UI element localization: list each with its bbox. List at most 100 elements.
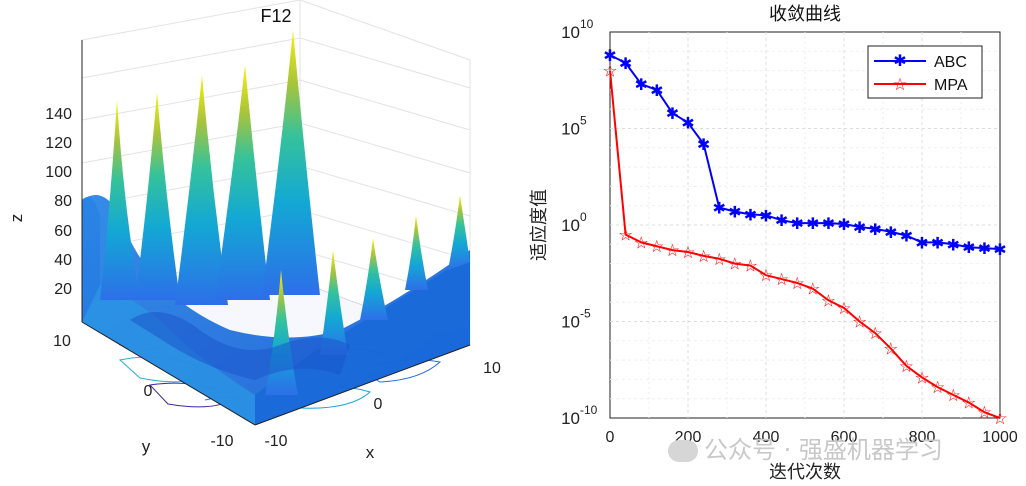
peak-10 [448, 195, 470, 270]
z-axis-label: z [7, 214, 26, 223]
data-point-abc: ✱ [946, 237, 959, 254]
x-tick-label: 600 [831, 429, 858, 446]
legend-marker-mpa: ☆ [892, 75, 907, 94]
data-point-abc: ✱ [634, 77, 647, 94]
data-point-abc: ✱ [619, 56, 632, 73]
data-point-abc: ✱ [666, 106, 679, 123]
y-tick-label: 10 [561, 216, 580, 235]
data-point-abc: ✱ [884, 225, 897, 242]
z-tick-label: 60 [54, 223, 72, 240]
data-point-abc: ✱ [931, 235, 944, 252]
surface-plot: F12 [7, 0, 501, 462]
data-point-mpa: ☆ [836, 299, 851, 318]
peak-8 [360, 238, 388, 320]
data-point-mpa: ☆ [618, 226, 633, 245]
data-point-abc: ✱ [744, 207, 757, 224]
peak-2 [135, 92, 180, 300]
peak-7 [320, 250, 348, 355]
data-point-mpa: ☆ [930, 378, 945, 397]
data-point-mpa: ☆ [899, 357, 914, 376]
data-point-abc: ✱ [775, 213, 788, 230]
data-point-abc: ✱ [900, 229, 913, 246]
y-tick-exponent: 0 [580, 210, 587, 224]
z-tick-label: 100 [45, 164, 72, 181]
peak-1 [100, 100, 140, 300]
x-ticks: 0 200 400 600 800 1000 [606, 429, 1018, 446]
wechat-icon [668, 440, 698, 462]
data-point-mpa: ☆ [914, 368, 929, 387]
z-axis: 20 40 60 80 100 120 140 z [7, 40, 83, 322]
x-tick-label: 10 [483, 360, 501, 377]
data-point-abc: ✱ [728, 204, 741, 221]
y-tick-label: 10 [561, 120, 580, 139]
data-point-mpa: ☆ [634, 233, 649, 252]
x-tick-label: -10 [264, 433, 287, 450]
y-tick-label: 0 [144, 383, 153, 400]
data-point-abc: ✱ [993, 242, 1006, 259]
data-point-mpa: ☆ [743, 257, 758, 276]
series-layer: ✱ ✱✱ ✱✱✱✱✱ ✱ ✱ ✱ ✱ ✱ ✱ ✱ ✱ ✱ ✱ ✱ ✱ ✱ ✱ ✱ ✱ ✱ ✱☆☆ ☆ ☆ ☆ ☆ ☆ ☆ ☆ ☆☆ ☆ ☆ ☆… [602, 48, 1007, 428]
y-tick-label: 10 [561, 23, 580, 42]
data-point-mpa: ☆ [821, 291, 836, 310]
data-point-mpa: ☆ [727, 255, 742, 274]
y-axis: 10 0 -10 y [53, 321, 256, 456]
line-title: 收敛曲线 [769, 4, 841, 25]
z-tick-label: 40 [54, 252, 72, 269]
data-point-mpa: ☆ [696, 247, 711, 266]
data-point-abc: ✱ [915, 235, 928, 252]
y-tick-exponent: -10 [580, 403, 598, 417]
x-axis-label: x [366, 443, 375, 462]
data-point-abc: ✱ [650, 83, 663, 100]
data-point-mpa: ☆ [649, 237, 664, 256]
y-tick-exponent: 5 [580, 114, 587, 128]
data-point-mpa: ☆ [977, 403, 992, 422]
data-point-mpa: ☆ [852, 313, 867, 332]
data-point-abc: ✱ [712, 201, 725, 218]
data-point-abc: ✱ [697, 137, 710, 154]
data-point-abc: ✱ [759, 208, 772, 225]
data-point-mpa: ☆ [758, 266, 773, 285]
data-point-abc: ✱ [681, 116, 694, 133]
line-x-axis-label: 迭代次数 [769, 462, 841, 483]
z-tick-label: 80 [54, 193, 72, 210]
data-point-abc: ✱ [978, 241, 991, 258]
y-tick-label: 10 [561, 313, 580, 332]
data-point-mpa: ☆ [665, 241, 680, 260]
peak-5 [262, 30, 320, 295]
data-point-abc: ✱ [790, 216, 803, 233]
surface-body [82, 195, 470, 425]
legend-box [867, 45, 983, 99]
data-point-mpa: ☆ [774, 270, 789, 289]
watermark: 公众号 · 强盛机器学习 [668, 430, 943, 465]
legend: ✱ ABC ☆ MPA [867, 45, 983, 99]
watermark-text: 公众号 · 强盛机器学习 [704, 436, 943, 464]
line-y-axis-label: 适应度值 [529, 189, 550, 261]
y-tick-label: 10 [561, 409, 580, 428]
grid-lines [610, 32, 1000, 418]
x-tick-label: 800 [909, 429, 936, 446]
data-point-mpa: ☆ [868, 324, 883, 343]
series-line-abc [609, 54, 1001, 251]
data-point-mpa: ☆ [790, 274, 805, 293]
y-tick-exponent: 10 [580, 17, 594, 31]
x-tick-label: 1000 [982, 429, 1018, 446]
surface-peaks [100, 30, 470, 395]
data-point-mpa: ☆ [961, 394, 976, 413]
y-tick-label: 10 [53, 333, 71, 350]
data-point-abc: ✱ [868, 222, 881, 239]
legend-label-abc: ABC [934, 54, 967, 71]
peak-3 [175, 75, 228, 305]
surface-title: F12 [260, 6, 291, 26]
x-tick-label: 400 [753, 429, 780, 446]
peak-4 [215, 65, 270, 300]
data-point-mpa: ☆ [992, 409, 1007, 428]
x-axis: -10 0 10 x [254, 344, 501, 462]
data-point-abc: ✱ [837, 217, 850, 234]
x-tick-label: 0 [374, 396, 383, 413]
z-tick-label: 140 [45, 106, 72, 123]
data-point-mpa: ☆ [680, 243, 695, 262]
data-point-mpa: ☆ [602, 62, 617, 81]
